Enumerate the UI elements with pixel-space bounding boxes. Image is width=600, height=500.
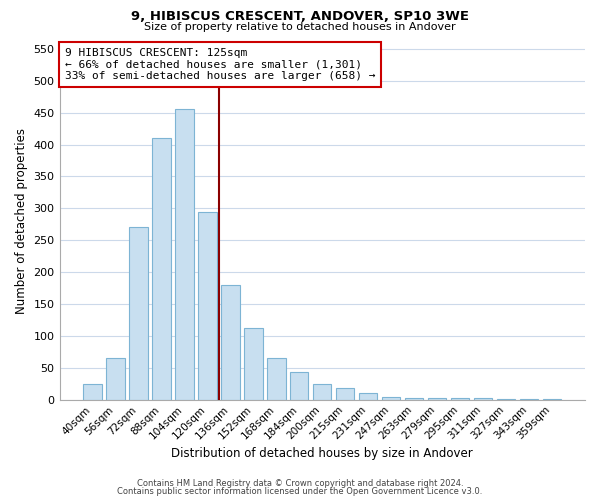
Bar <box>244 328 263 400</box>
Bar <box>152 138 170 400</box>
Bar <box>359 392 377 400</box>
Bar <box>175 110 194 400</box>
Bar <box>382 396 400 400</box>
Text: Contains HM Land Registry data © Crown copyright and database right 2024.: Contains HM Land Registry data © Crown c… <box>137 478 463 488</box>
Y-axis label: Number of detached properties: Number of detached properties <box>15 128 28 314</box>
Bar <box>130 228 148 400</box>
Bar <box>336 388 355 400</box>
Text: Size of property relative to detached houses in Andover: Size of property relative to detached ho… <box>144 22 456 32</box>
Text: 9, HIBISCUS CRESCENT, ANDOVER, SP10 3WE: 9, HIBISCUS CRESCENT, ANDOVER, SP10 3WE <box>131 10 469 23</box>
Bar <box>474 398 492 400</box>
Bar <box>267 358 286 400</box>
Bar <box>451 398 469 400</box>
Bar <box>497 399 515 400</box>
Bar <box>428 398 446 400</box>
Bar <box>83 384 102 400</box>
Text: Contains public sector information licensed under the Open Government Licence v3: Contains public sector information licen… <box>118 487 482 496</box>
Text: 9 HIBISCUS CRESCENT: 125sqm
← 66% of detached houses are smaller (1,301)
33% of : 9 HIBISCUS CRESCENT: 125sqm ← 66% of det… <box>65 48 375 81</box>
Bar <box>313 384 331 400</box>
Bar <box>405 398 424 400</box>
Bar <box>520 399 538 400</box>
Bar <box>198 212 217 400</box>
Bar <box>543 399 561 400</box>
Bar <box>106 358 125 400</box>
X-axis label: Distribution of detached houses by size in Andover: Distribution of detached houses by size … <box>172 447 473 460</box>
Bar <box>221 285 239 400</box>
Bar <box>290 372 308 400</box>
